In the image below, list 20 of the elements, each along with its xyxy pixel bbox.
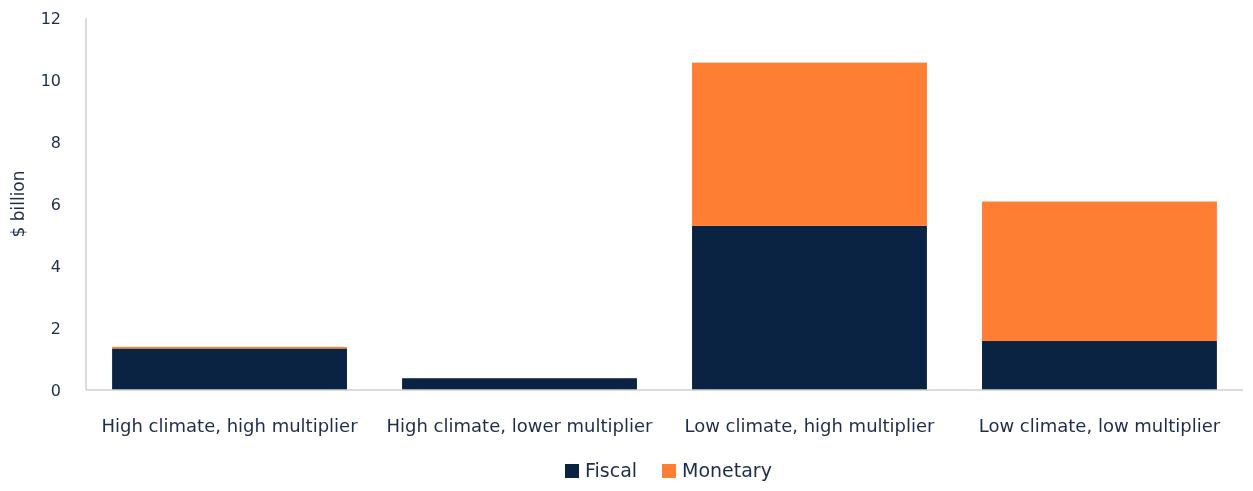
y-tick-label: 8 [50,132,61,152]
legend-label: Monetary [682,459,772,481]
x-tick-label: High climate, lower multiplier [386,415,654,436]
legend-label: Fiscal [585,459,638,481]
bar [402,378,637,390]
bar [982,341,1217,390]
bar [692,225,927,390]
y-axis-title: $ billion [8,170,28,238]
y-tick-label: 10 [40,70,61,90]
x-tick-label: High climate, high multiplier [101,415,359,436]
bar [982,201,1217,342]
bar [692,62,927,226]
y-tick-label: 12 [40,8,61,28]
x-tick-label: Low climate, high multiplier [684,415,936,436]
x-tick-label: Low climate, low multiplier [978,415,1221,436]
y-tick-label: 4 [50,256,61,276]
y-tick-label: 2 [50,318,61,338]
y-tick-label: 6 [50,194,61,214]
y-tick-label: 0 [50,380,61,400]
bar [112,348,347,390]
